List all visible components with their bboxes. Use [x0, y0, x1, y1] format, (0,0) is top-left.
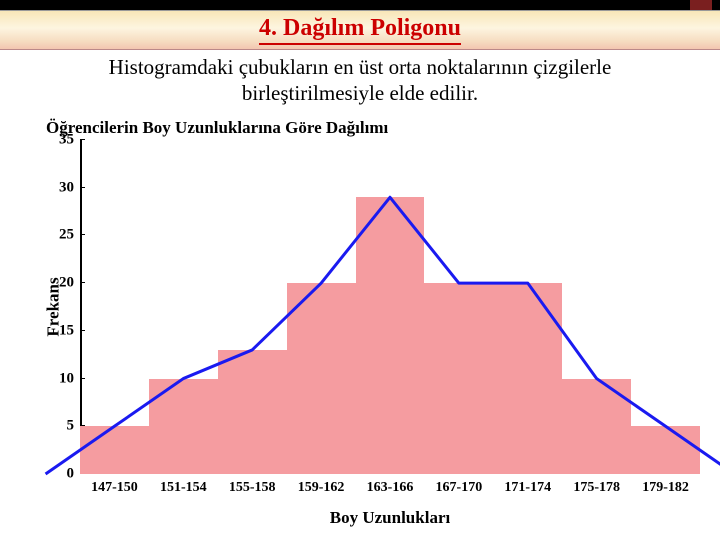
x-tick: 175-178 — [573, 474, 620, 496]
slide-title: 4. Dağılım Poligonu — [259, 15, 461, 45]
plot-area: Frekans Boy Uzunlukları 0510152025303514… — [80, 140, 700, 474]
x-axis-label: Boy Uzunlukları — [80, 508, 700, 528]
x-tick: 179-182 — [642, 474, 689, 496]
y-tick: 15 — [46, 322, 80, 339]
y-tick: 0 — [46, 466, 80, 483]
title-band: 4. Dağılım Poligonu — [0, 10, 720, 50]
chart-title: Öğrencilerin Boy Uzunluklarına Göre Dağı… — [46, 118, 710, 138]
x-tick: 147-150 — [91, 474, 138, 496]
x-tick: 163-166 — [367, 474, 414, 496]
frequency-polygon — [80, 140, 700, 474]
y-tick: 25 — [46, 227, 80, 244]
y-tick: 5 — [46, 418, 80, 435]
x-tick: 167-170 — [436, 474, 483, 496]
y-tick: 10 — [46, 370, 80, 387]
y-tick: 30 — [46, 179, 80, 196]
x-tick: 155-158 — [229, 474, 276, 496]
slide: 4. Dağılım Poligonu Histogramdaki çubukl… — [0, 0, 720, 540]
top-bar — [0, 0, 720, 10]
x-tick: 159-162 — [298, 474, 345, 496]
x-tick: 171-174 — [504, 474, 551, 496]
y-tick: 35 — [46, 132, 80, 149]
chart: Öğrencilerin Boy Uzunluklarına Göre Dağı… — [18, 118, 710, 532]
x-tick: 151-154 — [160, 474, 207, 496]
y-tick: 20 — [46, 275, 80, 292]
slide-subtitle: Histogramdaki çubukların en üst orta nok… — [60, 54, 660, 107]
